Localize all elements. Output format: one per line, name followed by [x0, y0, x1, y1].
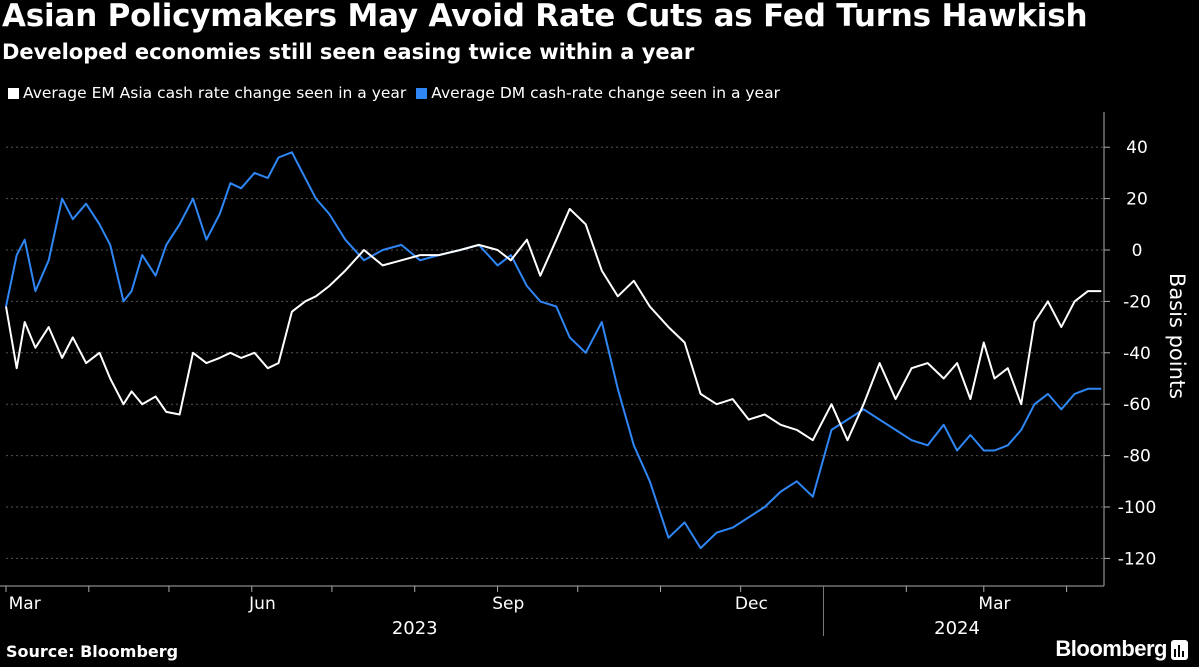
y-tick-label: -40	[1123, 344, 1151, 364]
x-tick-label: Dec	[735, 594, 768, 614]
y-tick-label: 0	[1132, 241, 1143, 261]
source-note: Source: Bloomberg	[6, 642, 179, 661]
legend-label-dm: Average DM cash-rate change seen in a ye…	[431, 84, 780, 102]
bloomberg-logo: Bloomberg	[1055, 636, 1167, 661]
x-year-label: 2023	[392, 618, 438, 639]
series-line-dm	[5, 151, 1102, 550]
chart-title: Asian Policymakers May Avoid Rate Cuts a…	[2, 0, 1088, 34]
legend-swatch-dm	[416, 87, 428, 99]
x-tick-label: Mar	[978, 594, 1010, 614]
legend-swatch-em-asia	[8, 87, 19, 99]
bloomberg-chart-icon	[1171, 640, 1188, 660]
x-tick-label: Mar	[9, 594, 41, 614]
chart-subtitle: Developed economies still seen easing tw…	[2, 40, 695, 64]
y-tick-label: 40	[1126, 138, 1148, 158]
chart-legend: Average EM Asia cash rate change seen in…	[8, 84, 780, 102]
y-tick-label: -100	[1118, 498, 1157, 518]
y-tick-label: -120	[1118, 549, 1157, 569]
y-tick-label: -80	[1123, 447, 1151, 467]
x-year-label: 2024	[934, 618, 980, 639]
legend-label-em-asia: Average EM Asia cash rate change seen in…	[23, 84, 407, 102]
legend-item-dm: Average DM cash-rate change seen in a ye…	[416, 84, 780, 102]
y-tick-label: -20	[1123, 292, 1151, 312]
x-tick-label: Jun	[248, 594, 276, 614]
y-axis-title: Basis points	[1165, 273, 1189, 399]
x-tick-label: Sep	[492, 594, 524, 614]
y-tick-label: 20	[1126, 190, 1148, 210]
y-tick-label: -60	[1123, 395, 1151, 415]
series-line-em-asia	[5, 207, 1102, 442]
legend-item-em-asia: Average EM Asia cash rate change seen in…	[8, 84, 406, 102]
